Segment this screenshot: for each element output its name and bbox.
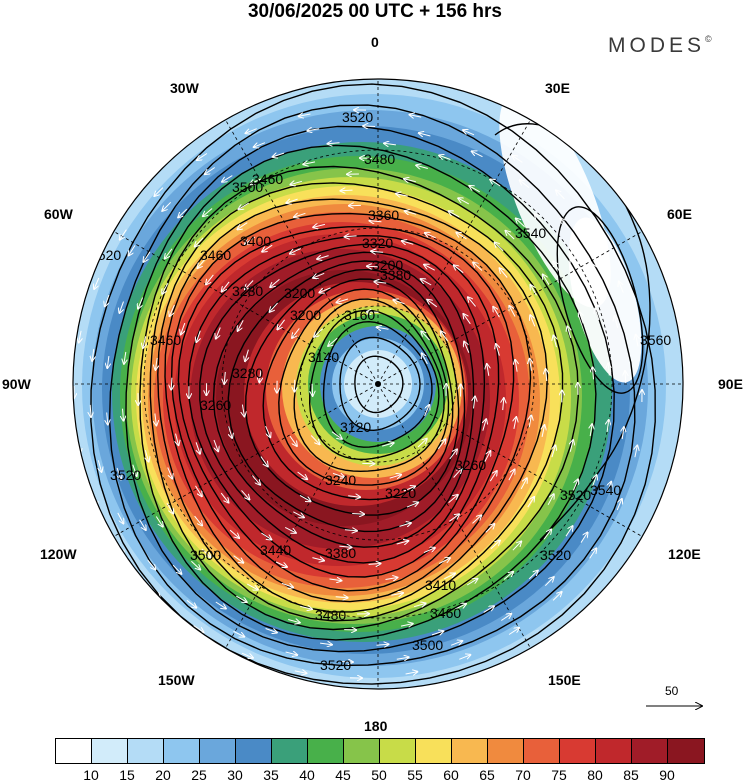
- contour-label-18: 3540: [515, 225, 546, 241]
- contour-label-33: 3500: [190, 547, 221, 563]
- contour-label-15: 3460: [150, 332, 181, 348]
- colorbar-box-9: [380, 739, 416, 763]
- colorbar-box-16: [632, 739, 668, 763]
- wind-speed-colorbar: [55, 738, 705, 764]
- contour-label-7: 3320: [362, 235, 393, 251]
- contour-label-17: 3520: [90, 247, 121, 263]
- colorbar-box-14: [560, 739, 596, 763]
- lon-label-60w: 60W: [44, 206, 73, 222]
- lon-label-90e: 90E: [718, 376, 743, 392]
- colorbar-tick-35: 35: [263, 767, 279, 783]
- colorbar-tick-20: 20: [155, 767, 171, 783]
- contour-label-32: 3520: [110, 467, 141, 483]
- lon-label-150e: 150E: [548, 672, 581, 688]
- colorbar-box-12: [488, 739, 524, 763]
- contour-label-19: 3560: [640, 332, 671, 348]
- contour-label-3: 3460: [252, 171, 283, 187]
- colorbar-box-6: [272, 739, 308, 763]
- contour-label-6: 3400: [240, 233, 271, 249]
- contour-label-34: 3540: [590, 482, 621, 498]
- contour-label-28: 3460: [430, 605, 461, 621]
- lon-label-120e: 120E: [668, 546, 701, 562]
- contour-label-12: 3200: [290, 307, 321, 323]
- contour-label-9: 3160: [344, 307, 375, 323]
- contour-label-29: 3500: [412, 637, 443, 653]
- contour-label-35: 3520: [560, 487, 591, 503]
- colorbar-box-8: [344, 739, 380, 763]
- colorbar-box-0: [56, 739, 92, 763]
- colorbar-tick-30: 30: [227, 767, 243, 783]
- lon-label-180: 180: [364, 718, 387, 734]
- lon-label-0: 0: [371, 34, 379, 50]
- contour-label-0: 3520: [342, 109, 373, 125]
- wind-vector-126: [341, 190, 353, 191]
- colorbar-tick-65: 65: [479, 767, 495, 783]
- colorbar-tick-10: 10: [83, 767, 99, 783]
- colorbar-tick-25: 25: [191, 767, 207, 783]
- contour-label-4: 3460: [200, 247, 231, 263]
- colorbar-tick-75: 75: [551, 767, 567, 783]
- colorbar-box-11: [452, 739, 488, 763]
- contour-label-5: 3360: [368, 207, 399, 223]
- colorbar-box-15: [596, 739, 632, 763]
- colorbar-tick-45: 45: [335, 767, 351, 783]
- colorbar-box-10: [416, 739, 452, 763]
- contour-label-14: 3120: [340, 419, 371, 435]
- contour-label-11: 3140: [308, 349, 339, 365]
- contour-label-22: 3220: [385, 485, 416, 501]
- contour-label-31: 3520: [320, 657, 351, 673]
- colorbar-box-3: [164, 739, 200, 763]
- lon-label-90w: 90W: [2, 376, 31, 392]
- colorbar-box-7: [308, 739, 344, 763]
- contour-label-23: 3200: [284, 285, 315, 301]
- contour-label-20: 3380: [380, 267, 411, 283]
- colorbar-box-1: [92, 739, 128, 763]
- colorbar-box-2: [128, 739, 164, 763]
- contour-label-30: 3480: [315, 607, 346, 623]
- lon-label-150w: 150W: [158, 672, 195, 688]
- colorbar-box-5: [236, 739, 272, 763]
- colorbar-tick-55: 55: [407, 767, 423, 783]
- contour-label-13: 3280: [232, 365, 263, 381]
- contour-label-10: 3280: [232, 283, 263, 299]
- contour-label-26: 3380: [325, 545, 356, 561]
- contour-label-36: 3520: [540, 547, 571, 563]
- lon-label-60e: 60E: [667, 206, 692, 222]
- lon-label-120w: 120W: [40, 546, 77, 562]
- contour-label-21: 3240: [325, 472, 356, 488]
- contour-label-16: 3260: [200, 397, 231, 413]
- wind-vector-252: [363, 126, 375, 127]
- wind-vector-2: [312, 384, 313, 396]
- contour-label-25: 3440: [260, 542, 291, 558]
- colorbar-tick-90: 90: [659, 767, 675, 783]
- colorbar-tick-40: 40: [299, 767, 315, 783]
- colorbar-tick-80: 80: [587, 767, 603, 783]
- colorbar-tick-85: 85: [623, 767, 639, 783]
- colorbar-tick-70: 70: [515, 767, 531, 783]
- south-pole-marker: [375, 381, 381, 387]
- lon-label-30e: 30E: [545, 80, 570, 96]
- contour-label-27: 3410: [425, 577, 456, 593]
- colorbar-tick-60: 60: [443, 767, 459, 783]
- colorbar-tick-50: 50: [371, 767, 387, 783]
- contour-label-24: 3260: [455, 457, 486, 473]
- colorbar-box-13: [524, 739, 560, 763]
- reference-vector-arrow: [640, 680, 710, 720]
- contour-label-1: 3480: [364, 151, 395, 167]
- lon-label-30w: 30W: [170, 80, 199, 96]
- wind-vector-49: [352, 514, 364, 515]
- colorbar-tick-15: 15: [119, 767, 135, 783]
- colorbar-box-4: [200, 739, 236, 763]
- wind-vector-122: [171, 378, 172, 390]
- colorbar-box-17: [668, 739, 704, 763]
